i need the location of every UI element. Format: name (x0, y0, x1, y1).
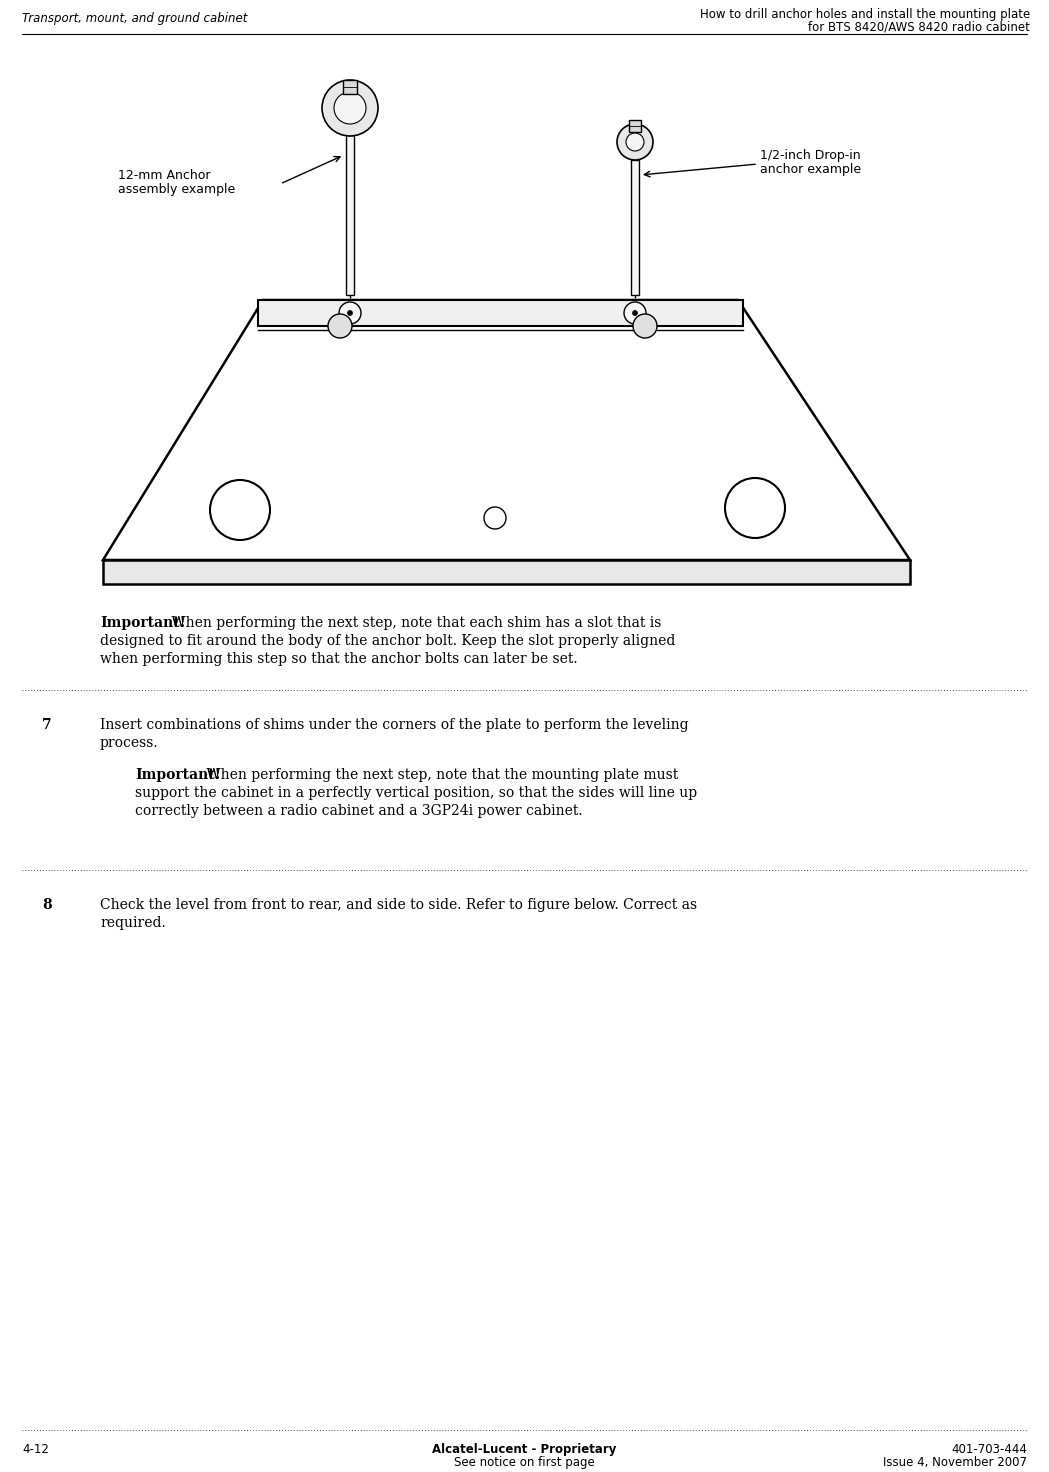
Circle shape (624, 302, 646, 324)
Text: 12-mm Anchor: 12-mm Anchor (117, 169, 211, 183)
Text: 7: 7 (42, 718, 51, 732)
Polygon shape (103, 300, 909, 559)
Circle shape (617, 124, 652, 160)
Text: anchor example: anchor example (759, 163, 861, 177)
Circle shape (347, 311, 352, 315)
Text: Check the level from front to rear, and side to side. Refer to figure below. Cor: Check the level from front to rear, and … (100, 898, 698, 913)
Text: assembly example: assembly example (117, 183, 235, 196)
Text: Insert combinations of shims under the corners of the plate to perform the level: Insert combinations of shims under the c… (100, 718, 688, 732)
Text: 1/2-inch Drop-in: 1/2-inch Drop-in (759, 149, 860, 162)
Circle shape (328, 314, 352, 339)
FancyBboxPatch shape (343, 79, 357, 94)
Polygon shape (258, 300, 743, 325)
Circle shape (626, 132, 644, 152)
Text: Important!: Important! (100, 615, 186, 630)
Polygon shape (103, 559, 909, 584)
FancyBboxPatch shape (631, 160, 639, 294)
Text: for BTS 8420/AWS 8420 radio cabinet: for BTS 8420/AWS 8420 radio cabinet (808, 21, 1030, 32)
Text: support the cabinet in a perfectly vertical position, so that the sides will lin: support the cabinet in a perfectly verti… (135, 786, 698, 799)
Circle shape (334, 91, 366, 124)
Text: When performing the next step, note that each shim has a slot that is: When performing the next step, note that… (167, 615, 661, 630)
Text: when performing this step so that the anchor bolts can later be set.: when performing this step so that the an… (100, 652, 578, 665)
Text: required.: required. (100, 916, 166, 930)
Text: Issue 4, November 2007: Issue 4, November 2007 (883, 1456, 1027, 1469)
Text: See notice on first page: See notice on first page (453, 1456, 595, 1469)
Text: Important!: Important! (135, 768, 220, 782)
Text: designed to fit around the body of the anchor bolt. Keep the slot properly align: designed to fit around the body of the a… (100, 634, 676, 648)
Circle shape (633, 314, 657, 339)
Text: 401-703-444: 401-703-444 (951, 1443, 1027, 1456)
Circle shape (339, 302, 361, 324)
Text: 4-12: 4-12 (22, 1443, 49, 1456)
Text: correctly between a radio cabinet and a 3GP24i power cabinet.: correctly between a radio cabinet and a … (135, 804, 582, 818)
Text: When performing the next step, note that the mounting plate must: When performing the next step, note that… (202, 768, 679, 782)
Circle shape (633, 311, 638, 315)
Circle shape (322, 79, 378, 135)
Text: How to drill anchor holes and install the mounting plate: How to drill anchor holes and install th… (700, 7, 1030, 21)
FancyBboxPatch shape (346, 135, 354, 294)
Text: Transport, mount, and ground cabinet: Transport, mount, and ground cabinet (22, 12, 248, 25)
Text: process.: process. (100, 736, 158, 751)
Text: Alcatel-Lucent - Proprietary: Alcatel-Lucent - Proprietary (432, 1443, 616, 1456)
FancyBboxPatch shape (629, 121, 641, 132)
Text: 8: 8 (42, 898, 51, 913)
